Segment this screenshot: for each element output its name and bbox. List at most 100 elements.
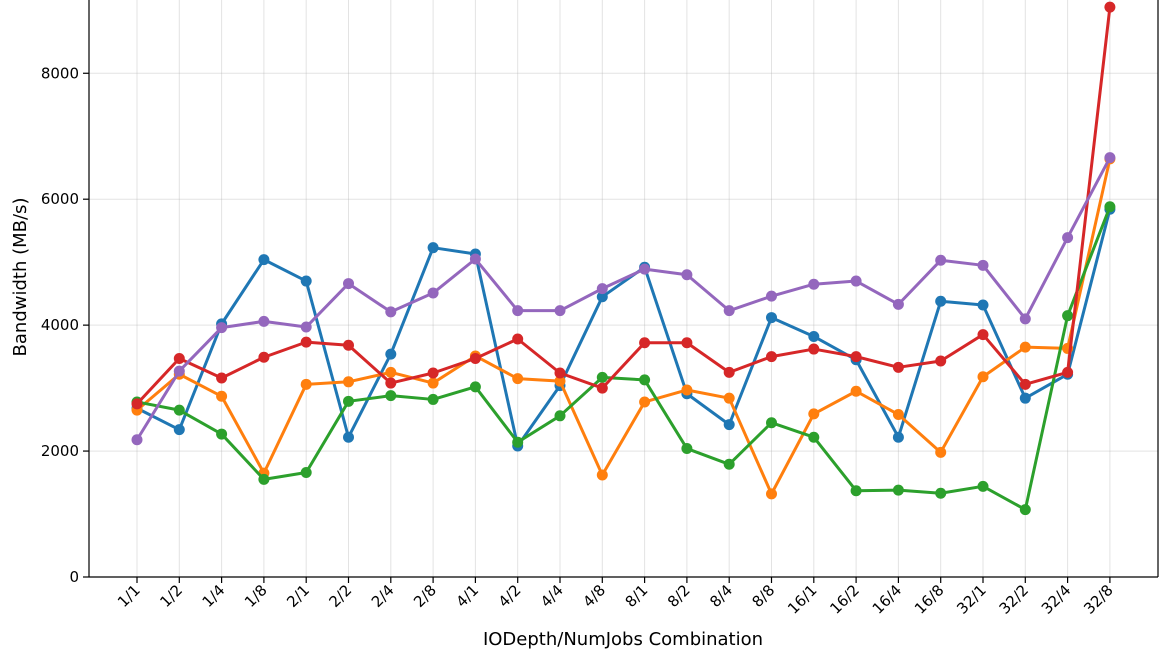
data-point <box>512 305 524 317</box>
y-tick-label: 2000 <box>41 442 79 460</box>
data-point <box>723 392 735 404</box>
series-line-5 <box>135 156 1112 441</box>
x-tick-label: 1/2 <box>156 581 186 611</box>
data-point <box>639 337 651 349</box>
data-point <box>892 431 904 443</box>
data-point <box>1062 310 1074 322</box>
data-point <box>808 343 820 355</box>
data-point <box>258 254 270 266</box>
data-point <box>766 417 777 429</box>
data-point <box>892 484 904 496</box>
grid-lines <box>89 0 1158 578</box>
data-point <box>977 259 989 271</box>
data-point <box>469 381 481 393</box>
data-point <box>639 263 651 275</box>
data-point <box>427 377 439 389</box>
x-tick-label: 4/8 <box>579 581 609 611</box>
x-tick-label: 8/2 <box>664 581 694 611</box>
x-tick-label: 8/4 <box>706 581 736 611</box>
data-point <box>173 404 185 416</box>
x-tick-label: 32/4 <box>1038 581 1075 618</box>
data-point <box>343 431 354 443</box>
data-point <box>1019 378 1031 390</box>
data-point <box>935 254 947 266</box>
data-point <box>385 366 397 378</box>
data-point <box>1019 341 1031 353</box>
data-point <box>766 488 777 500</box>
x-tick-label: 2/8 <box>410 581 440 611</box>
data-point <box>808 330 820 342</box>
data-point <box>766 351 777 363</box>
data-point <box>977 329 989 341</box>
series-line-4 <box>135 6 1112 405</box>
series-line-2 <box>136 158 1112 496</box>
data-point <box>131 398 143 410</box>
data-point <box>935 355 947 367</box>
data-point <box>596 283 608 295</box>
data-point <box>1019 313 1031 325</box>
data-point <box>977 480 989 492</box>
data-point <box>1104 1 1116 13</box>
y-tick-label: 0 <box>69 568 79 586</box>
data-point <box>596 469 608 481</box>
data-point <box>892 298 904 310</box>
data-point <box>935 446 947 458</box>
x-tick-label: 4/2 <box>495 581 525 611</box>
data-point <box>300 378 312 390</box>
x-tick-label: 16/2 <box>826 581 863 618</box>
data-point <box>850 385 862 397</box>
data-point <box>173 424 185 436</box>
data-point <box>639 374 651 386</box>
x-tick-label: 16/1 <box>784 581 821 618</box>
series-line-3 <box>136 206 1112 512</box>
axes: 0 2000 4000 6000 8000 1/1 1/2 1/4 1/8 2/1 2/2 2/4 2/… <box>41 0 1159 618</box>
data-point <box>892 361 904 373</box>
data-point <box>343 278 354 290</box>
data-point <box>216 322 228 334</box>
data-point <box>385 348 397 360</box>
data-point <box>427 287 439 299</box>
data-point <box>554 305 566 317</box>
data-point <box>300 321 312 333</box>
data-point <box>723 366 735 378</box>
data-point <box>512 373 524 385</box>
data-point <box>343 395 354 407</box>
data-point <box>977 371 989 383</box>
data-point <box>596 382 608 394</box>
x-tick-label: 2/1 <box>283 581 313 611</box>
data-point <box>850 351 862 363</box>
data-point <box>385 390 397 402</box>
data-point <box>385 306 397 318</box>
data-point <box>681 384 693 396</box>
data-point <box>681 269 693 281</box>
data-point <box>1104 201 1116 213</box>
x-tick-label: 4/1 <box>452 581 482 611</box>
data-point <box>596 371 608 383</box>
data-point <box>258 351 270 363</box>
data-point <box>300 336 312 348</box>
series-layer <box>131 1 1116 516</box>
data-point <box>216 428 228 440</box>
data-point <box>808 431 820 443</box>
data-point <box>1019 392 1031 404</box>
y-axis-title: Bandwidth (MB/s) <box>10 198 31 357</box>
data-point <box>639 396 651 408</box>
series-line-1 <box>136 208 1112 448</box>
data-point <box>343 339 354 351</box>
x-tick-label: 1/8 <box>241 581 271 611</box>
y-tick-label: 6000 <box>41 190 79 208</box>
data-point <box>300 275 312 287</box>
x-tick-label: 16/4 <box>869 581 906 618</box>
data-point <box>258 473 270 485</box>
y-tick-label: 4000 <box>41 316 79 334</box>
x-tick-label: 8/1 <box>622 581 652 611</box>
data-point <box>1104 152 1116 164</box>
x-tick-label: 2/4 <box>368 581 398 611</box>
data-point <box>977 299 989 311</box>
data-point <box>850 275 862 287</box>
data-point <box>427 242 439 254</box>
data-point <box>258 315 270 327</box>
data-point <box>723 419 735 431</box>
